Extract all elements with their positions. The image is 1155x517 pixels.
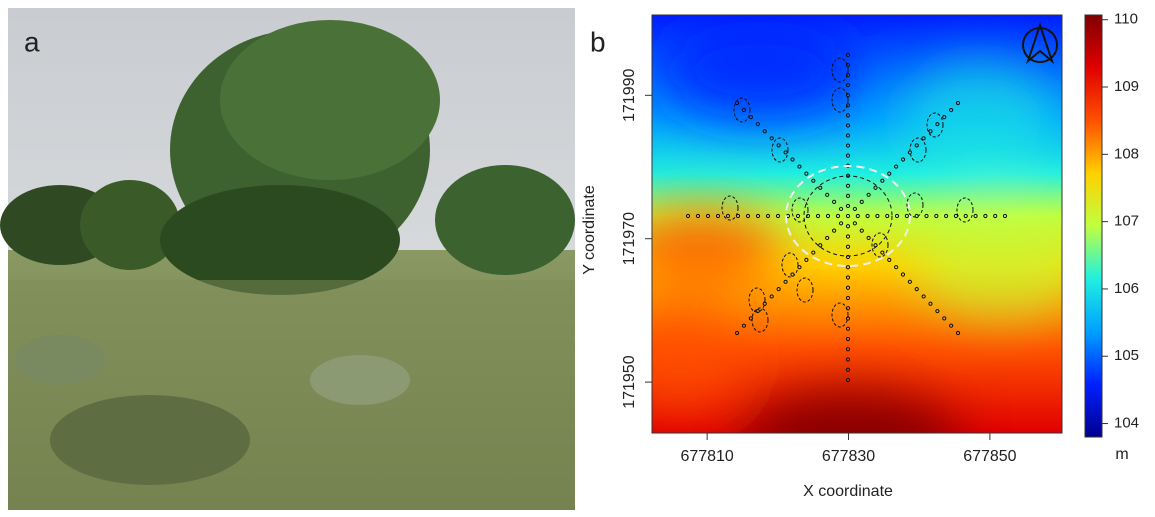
y-tick-label: 171970: [621, 212, 638, 265]
elevation-blob: [660, 20, 860, 120]
photo: [0, 8, 575, 510]
x-tick-label: 677830: [822, 448, 875, 465]
colorbar-tick-label: 104: [1114, 415, 1139, 432]
elevation-blob: [910, 200, 1090, 320]
figure: a b X coordinate Y coordinate m 677810 67…: [0, 0, 1155, 512]
colorbar-tick-label: 108: [1114, 145, 1139, 162]
colorbar-tick-label: 109: [1114, 78, 1139, 95]
colorbar-tick-label: 107: [1114, 213, 1139, 230]
colorbar-unit: m: [1115, 446, 1128, 463]
elevation-map: [620, 15, 1090, 490]
colorbar-tick-label: 110: [1114, 11, 1138, 28]
x-tick-label: 677850: [963, 448, 1016, 465]
y-axis-label: Y coordinate: [581, 185, 598, 275]
y-tick-label: 171990: [621, 69, 638, 122]
panel-label: b: [590, 26, 606, 57]
colorbar: [1085, 15, 1102, 437]
panel-label: a: [24, 26, 40, 57]
x-axis-label: X coordinate: [803, 483, 893, 500]
elevation-blob: [900, 60, 1060, 180]
x-tick-label: 677810: [680, 448, 733, 465]
elevation-blob: [620, 210, 780, 290]
colorbar-tick-label: 106: [1114, 280, 1139, 297]
y-tick-label: 171950: [621, 355, 638, 408]
elevation-blob: [740, 390, 960, 490]
colorbar-tick-label: 105: [1114, 347, 1139, 364]
